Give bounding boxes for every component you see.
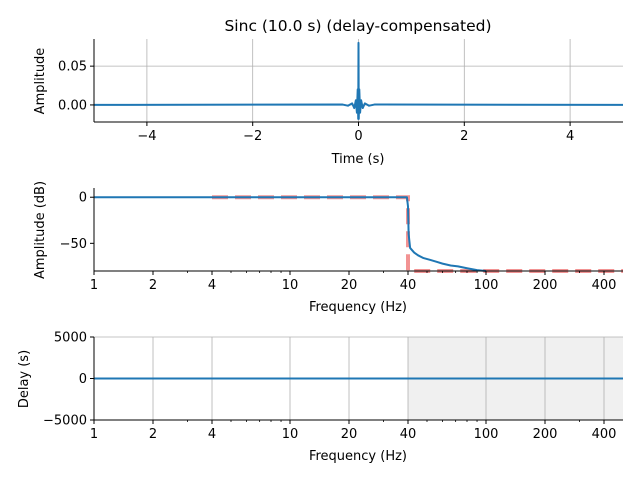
x-tick-label: 100	[474, 278, 499, 293]
tick-labels: 1 2 4 10 20 40 100 200 400 0 −50	[60, 191, 617, 293]
series-lines	[93, 41, 624, 120]
y-tick-label: −5000	[43, 414, 87, 429]
x-tick-label: 20	[341, 278, 358, 293]
x-tick-label: −4	[137, 129, 156, 144]
y-tick-label: 0	[79, 191, 87, 206]
x-tick-label: 4	[208, 427, 216, 442]
y-tick-label: 5000	[54, 331, 87, 346]
axes-spines	[93, 188, 623, 272]
x-tick-label: 4	[566, 129, 574, 144]
panel-group-delay: 1 2 4 10 20 40 100 200 400 5000 0 −5000 Frequency (…	[17, 331, 623, 464]
x-axis-label: Frequency (Hz)	[309, 300, 407, 315]
y-axis-label: Amplitude	[33, 48, 48, 115]
x-tick-label: −2	[243, 129, 262, 144]
y-axis-label: Amplitude (dB)	[33, 181, 48, 279]
x-tick-label: 2	[149, 278, 157, 293]
y-tick-label: −50	[60, 237, 87, 252]
tick-marks	[90, 336, 605, 424]
x-tick-label: 200	[533, 278, 558, 293]
x-tick-label: 20	[341, 427, 358, 442]
x-tick-label: 4	[208, 278, 216, 293]
figure-title: Sinc (10.0 s) (delay-compensated)	[224, 17, 491, 35]
tick-marks	[90, 65, 571, 126]
x-tick-label: 400	[592, 427, 617, 442]
x-tick-label: 100	[474, 427, 499, 442]
tick-labels: −4 −2 0 2 4 0.00 0.05	[58, 60, 574, 144]
tick-labels: 1 2 4 10 20 40 100 200 400 5000 0 −5000	[43, 331, 616, 443]
x-tick-label: 400	[592, 278, 617, 293]
x-tick-label: 10	[282, 427, 299, 442]
x-axis-label: Frequency (Hz)	[309, 449, 407, 464]
x-tick-label: 0	[354, 129, 362, 144]
x-tick-label: 200	[533, 427, 558, 442]
tick-marks	[90, 196, 605, 275]
series-line	[93, 41, 624, 120]
y-tick-label: 0.05	[58, 60, 87, 75]
x-tick-label: 1	[90, 278, 98, 293]
x-axis-label: Time (s)	[331, 152, 385, 167]
x-tick-label: 2	[149, 427, 157, 442]
x-tick-label: 10	[282, 278, 299, 293]
y-tick-label: 0	[79, 372, 87, 387]
series-line	[94, 196, 487, 272]
x-tick-label: 2	[460, 129, 468, 144]
x-tick-label: 40	[400, 427, 417, 442]
panel-impulse-response: −4 −2 0 2 4 0.00 0.05 Time (s) Amplitude	[33, 39, 624, 167]
x-tick-label: 1	[90, 427, 98, 442]
series-lines	[94, 196, 487, 272]
y-axis-label: Delay (s)	[17, 350, 32, 408]
x-tick-label: 40	[400, 278, 417, 293]
panel-magnitude-response: 1 2 4 10 20 40 100 200 400 0 −50 Frequency (Hz) Am…	[33, 181, 623, 315]
y-tick-label: 0.00	[58, 98, 87, 113]
